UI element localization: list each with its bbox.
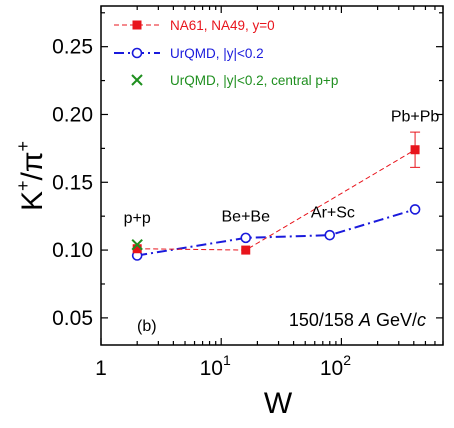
y-tick-label: 0.20 bbox=[52, 103, 93, 126]
legend-label: UrQMD, |y|<0.2 bbox=[170, 46, 264, 61]
data-point bbox=[132, 244, 142, 254]
data-point bbox=[410, 145, 420, 155]
series-line bbox=[137, 149, 416, 251]
series-line bbox=[137, 208, 416, 257]
annotations: p+p Be+Be Ar+Sc Pb+Pb bbox=[124, 108, 440, 227]
annotation-label: p+p bbox=[124, 210, 151, 227]
y-tick-label: 0.05 bbox=[52, 307, 93, 330]
series-layer bbox=[131, 131, 421, 261]
x-tick-label: 102 bbox=[320, 352, 351, 380]
y-axis-label: K+/π+ bbox=[13, 141, 49, 211]
legend-marker bbox=[132, 20, 142, 30]
annotation-label: Be+Be bbox=[222, 209, 271, 226]
plot-frame bbox=[100, 5, 444, 346]
y-tick-label: 0.10 bbox=[52, 239, 93, 262]
series-0 bbox=[132, 131, 421, 255]
y-tick-label: 0.25 bbox=[52, 36, 93, 59]
axis-ticks: 1 101 102 0.05 0.10 0.15 0.20 0.25 bbox=[52, 6, 444, 380]
x-axis-label: W bbox=[264, 387, 293, 420]
annotation-label: Ar+Sc bbox=[311, 205, 355, 222]
legend-label: UrQMD, |y|<0.2, central p+p bbox=[170, 73, 338, 88]
y-tick-label: 0.15 bbox=[52, 171, 93, 194]
data-point bbox=[241, 245, 251, 255]
x-tick-label: 101 bbox=[200, 352, 231, 380]
x-tick-label: 1 bbox=[95, 357, 107, 380]
legend: NA61, NA49, y=0 UrQMD, |y|<0.2 UrQMD, |y|<… bbox=[114, 18, 338, 88]
legend-marker bbox=[131, 47, 143, 59]
annotation-label: Pb+Pb bbox=[391, 108, 440, 125]
legend-marker bbox=[131, 74, 143, 86]
x-marker-stroke bbox=[131, 74, 143, 86]
panel-label: (b) bbox=[137, 318, 157, 335]
data-point bbox=[131, 238, 143, 251]
data-point bbox=[324, 229, 336, 241]
series-2 bbox=[131, 238, 143, 251]
data-point bbox=[240, 232, 252, 244]
energy-label: 150/158 A GeV/c bbox=[289, 310, 426, 330]
x-marker-stroke bbox=[131, 238, 143, 251]
data-point bbox=[409, 204, 421, 215]
legend-label: NA61, NA49, y=0 bbox=[170, 18, 275, 33]
series-1 bbox=[131, 204, 421, 261]
